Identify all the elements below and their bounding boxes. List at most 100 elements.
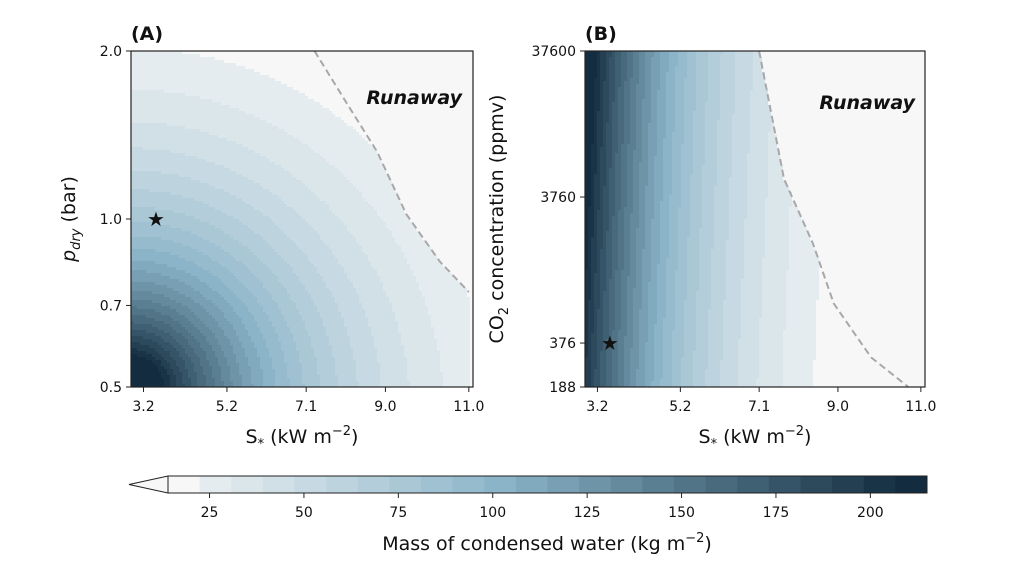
contour-cell: [179, 258, 183, 262]
contour-cell: [263, 162, 267, 166]
contour-cell: [179, 168, 183, 172]
contour-cell: [149, 333, 153, 337]
contour-cell: [206, 192, 210, 196]
contour-cell: [179, 81, 183, 85]
contour-cell: [200, 312, 204, 316]
contour-cell: [242, 90, 246, 94]
contour-cell: [251, 117, 255, 121]
contour-cell: [188, 279, 192, 283]
contour-cell: [236, 102, 240, 106]
contour-cell: [236, 81, 240, 85]
contour-cell: [185, 183, 189, 187]
contour-cell: [140, 180, 144, 184]
contour-cell: [161, 309, 165, 313]
contour-cell: [149, 330, 153, 334]
contour-cell: [200, 225, 204, 229]
contour-cell: [200, 90, 204, 94]
contour-cell: [173, 105, 177, 109]
contour-cell: [176, 153, 180, 157]
contour-cell: [155, 126, 159, 130]
contour-cell: [134, 363, 138, 367]
contour-cell: [191, 132, 195, 136]
contour-cell: [251, 381, 255, 385]
contour-cell: [170, 246, 174, 250]
contour-cell: [167, 183, 171, 187]
contour-cell: [218, 90, 222, 94]
contour-cell: [173, 354, 177, 358]
contour-cell: [212, 60, 216, 64]
contour-cell: [191, 84, 195, 88]
contour-cell: [194, 90, 198, 94]
contour-cell: [152, 246, 156, 250]
contour-cell: [179, 162, 183, 166]
contour-cell: [143, 69, 147, 73]
contour-cell: [131, 378, 135, 382]
contour-cell: [170, 234, 174, 238]
contour-cell: [203, 186, 207, 190]
contour-cell: [176, 123, 180, 127]
contour-cell: [191, 156, 195, 160]
contour-cell: [239, 306, 243, 310]
contour-cell: [173, 378, 177, 382]
contour-cell: [200, 66, 204, 70]
contour-cell: [218, 321, 222, 325]
contour-cell: [215, 279, 219, 283]
contour-cell: [164, 54, 168, 58]
contour-cell: [191, 255, 195, 259]
contour-cell: [224, 60, 228, 64]
contour-cell: [248, 381, 252, 385]
contour-cell: [149, 366, 153, 370]
contour-cell: [137, 222, 141, 226]
contour-cell: [182, 222, 186, 226]
contour-cell: [185, 81, 189, 85]
contour-cell: [158, 66, 162, 70]
contour-cell: [143, 303, 147, 307]
contour-cell: [248, 279, 252, 283]
contour-cell: [263, 51, 267, 55]
contour-cell: [161, 285, 165, 289]
contour-cell: [197, 288, 201, 292]
contour-cell: [188, 177, 192, 181]
contour-cell: [143, 213, 147, 217]
contour-cell: [209, 297, 213, 301]
contour-cell: [152, 195, 156, 199]
contour-cell: [257, 264, 261, 268]
contour-cell: [173, 87, 177, 91]
contour-cell: [224, 186, 228, 190]
contour-cell: [182, 81, 186, 85]
contour-cell: [248, 348, 252, 352]
contour-cell: [173, 363, 177, 367]
contour-cell: [167, 288, 171, 292]
contour-cell: [161, 249, 165, 253]
contour-cell: [155, 291, 159, 295]
contour-cell: [176, 228, 180, 232]
contour-cell: [173, 222, 177, 226]
contour-cell: [131, 282, 135, 286]
contour-cell: [140, 171, 144, 175]
contour-cell: [215, 162, 219, 166]
contour-cell: [155, 297, 159, 301]
contour-cell: [149, 66, 153, 70]
contour-cell: [197, 357, 201, 361]
contour-cell: [245, 264, 249, 268]
contour-cell: [149, 225, 153, 229]
contour-cell: [218, 384, 222, 387]
contour-cell: [197, 114, 201, 118]
contour-cell: [173, 99, 177, 103]
contour-cell: [197, 60, 201, 64]
contour-cell: [194, 216, 198, 220]
contour-cell: [143, 90, 147, 94]
contour-cell: [260, 192, 264, 196]
contour-cell: [212, 309, 216, 313]
contour-cell: [149, 198, 153, 202]
contour-cell: [188, 243, 192, 247]
contour-cell: [134, 345, 138, 349]
contour-cell: [254, 87, 258, 91]
contour-cell: [242, 69, 246, 73]
contour-cell: [233, 228, 237, 232]
contour-cell: [194, 174, 198, 178]
contour-cell: [149, 210, 153, 214]
contour-cell: [206, 51, 210, 55]
contour-cell: [230, 243, 234, 247]
contour-cell: [146, 60, 150, 64]
